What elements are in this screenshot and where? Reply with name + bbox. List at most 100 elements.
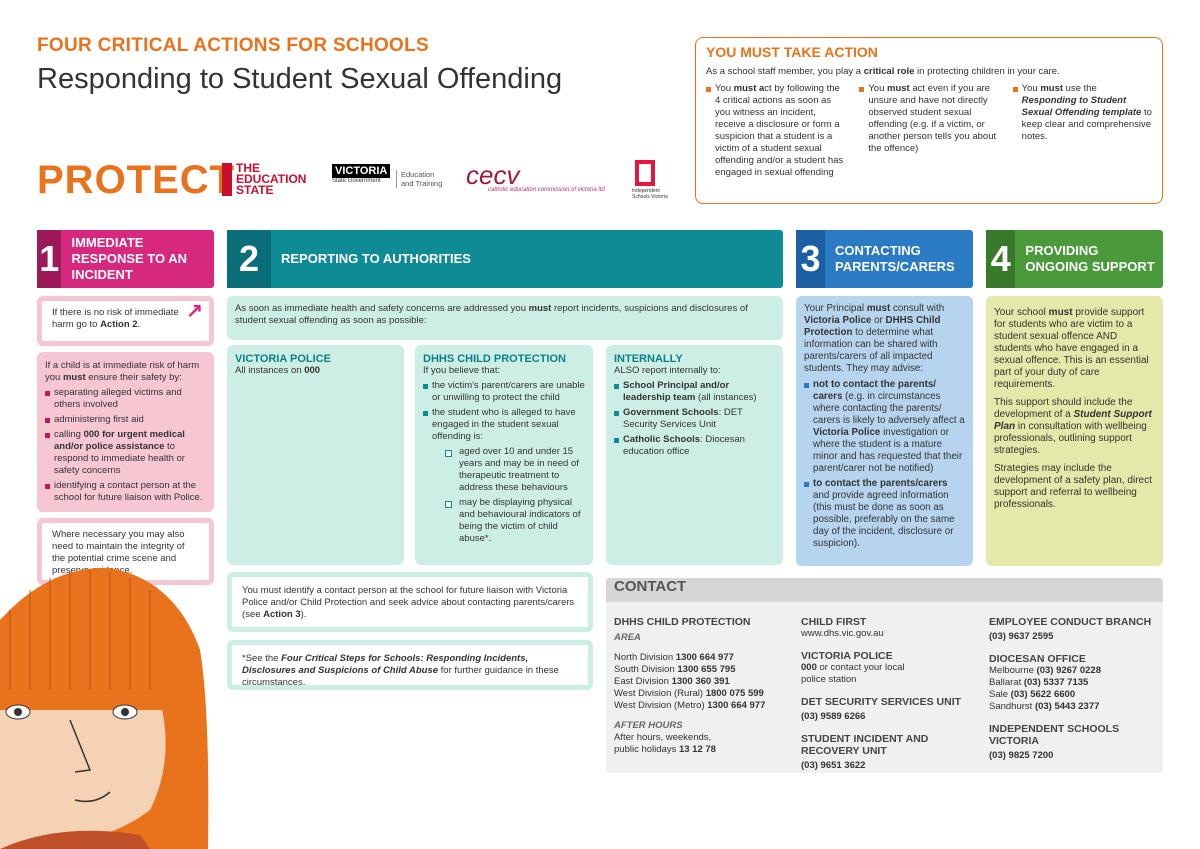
text-run: School Principal and/or leadership team — [623, 380, 730, 403]
text-run: 1300 655 795 — [677, 664, 736, 675]
police-contact-title: VICTORIA POLICE — [801, 650, 893, 662]
text-run: Your Principal — [804, 303, 867, 314]
internal-bullet: School Principal and/or leadership team … — [614, 380, 775, 404]
text-run: must — [528, 303, 552, 314]
isv-logo: Independent Schools Victoria — [632, 160, 672, 200]
s2-intro: As soon as immediate health and safety c… — [227, 296, 783, 340]
s2-note-contact-person: You must identify a contact person at th… — [227, 572, 593, 632]
text-run: (03) 9267 0228 — [1036, 665, 1101, 676]
text-run: to determine what information can be sha… — [804, 327, 938, 374]
text-run: 000 — [304, 365, 321, 376]
step-4-header: 4 PROVIDING ONGOING SUPPORT — [986, 230, 1163, 288]
text-run: Sandhurst — [989, 701, 1035, 712]
after-hours-text: After hours, weekends, public holidays 1… — [614, 732, 724, 756]
s1-note-go-to-action-2: If there is no risk of immediate harm go… — [37, 296, 214, 346]
s1-note-evidence: Where necessary you may also need to mai… — [37, 518, 214, 585]
s4-para: Strategies may include the development o… — [994, 463, 1155, 511]
isv-contact-title: INDEPENDENT SCHOOLS VICTORIA — [989, 723, 1120, 747]
text-run: and provide agreed information (this mus… — [813, 490, 955, 549]
diocesan-title: DIOCESAN OFFICE — [989, 653, 1086, 665]
siru-title: STUDENT INCIDENT AND RECOVERY UNIT — [801, 733, 929, 757]
text-run: Catholic Schools — [623, 434, 701, 445]
action-lead: As a school staff member, you play a cri… — [706, 66, 1152, 77]
s2-note-guidance: *See the Four Critical Steps for Schools… — [227, 640, 593, 690]
action-bullet: You must use the Responding to Student S… — [1012, 83, 1152, 179]
s4-para: This support should include the developm… — [994, 397, 1155, 457]
area-label: AREA — [614, 632, 641, 643]
text-run: must — [1048, 307, 1073, 318]
step-1-header: 1 IMMEDIATE RESPONSE TO AN INCIDENT — [37, 230, 214, 288]
text-run: You — [1021, 83, 1041, 94]
s2-dhhs-child-protection: DHHS CHILD PROTECTION If you believe tha… — [415, 345, 593, 565]
text-run: (03) 5337 7135 — [1023, 677, 1089, 688]
det-contact-title: DET SECURITY SERVICES UNIT — [801, 696, 962, 708]
victoria-logo: VICTORIA State Government — [332, 164, 390, 184]
dhhs-contact-title: DHHS CHILD PROTECTION — [614, 616, 751, 628]
child-first-title: CHILD FIRST — [801, 616, 867, 628]
s3-bullet: not to contact the parents/ carers (e.g.… — [804, 379, 965, 475]
text-run: West Division (Rural) — [614, 688, 706, 699]
education-state-logo: THE EDUCATION STATE — [222, 162, 317, 196]
text-run: in consultation with wellbeing professio… — [994, 421, 1147, 456]
step-number: 1 — [37, 230, 62, 288]
text-run: to keep clear and comprehensive notes. — [1021, 107, 1152, 142]
step-label: PROVIDING ONGOING SUPPORT — [1025, 243, 1155, 274]
siru-phone: (03) 9651 3622 — [801, 760, 866, 771]
action-title: YOU MUST TAKE ACTION — [706, 44, 878, 60]
text-run: ensure their safety by: — [85, 372, 182, 383]
text-run: Action 2 — [100, 319, 138, 330]
isv-mark-icon — [635, 160, 655, 186]
dhhs-sub-bullet: aged over 10 and under 15 years and may … — [445, 446, 585, 494]
victoria-sub: State Government — [332, 178, 381, 184]
text-run: report incidents, suspicions and disclos… — [235, 303, 748, 326]
text-run: provide support for students who are vic… — [994, 307, 1149, 390]
step-2-header: 2 REPORTING TO AUTHORITIES — [227, 230, 783, 288]
dhhs-title: DHHS CHILD PROTECTION — [423, 353, 566, 365]
contact-panel: CONTACT DHHS CHILD PROTECTION AREA North… — [606, 578, 1163, 773]
text-run: for further guidance in these circumstan… — [242, 665, 559, 688]
child-first-url[interactable]: www.dhs.vic.gov.au — [801, 628, 884, 639]
text-run: or — [871, 315, 886, 326]
text-run: If there is no risk of immediate harm go… — [52, 307, 179, 330]
text-run: Strategies may include the development o… — [994, 463, 1152, 510]
text-run: 1800 075 599 — [705, 688, 764, 699]
text-run: may be displaying physical and behaviour… — [459, 497, 581, 544]
step-number: 2 — [227, 230, 271, 288]
dhhs-bullet: the victim's parent/carers are unable or… — [423, 380, 585, 404]
internal-lead: ALSO report internally to: — [614, 365, 721, 376]
text-run: 1300 664 977 — [707, 700, 766, 711]
text-run: 000 — [801, 662, 817, 673]
text-run: calling — [54, 429, 84, 440]
division-row: South Division 1300 655 795 — [614, 664, 794, 676]
text-run: : DET Security Services Unit — [623, 407, 743, 430]
text-run: must — [62, 372, 86, 383]
text-run: . — [137, 319, 141, 330]
text-run: You — [715, 83, 734, 94]
division-row: North Division 1300 664 977 — [614, 652, 794, 664]
text-run: South Division — [614, 664, 678, 675]
step-3-header: 3 CONTACTING PARENTS/CARERS — [796, 230, 973, 288]
protect-logo: PROTECT — [37, 158, 236, 202]
det-label: Education and Training — [396, 170, 446, 188]
text-run: After hours, weekends, public holidays — [614, 732, 712, 755]
text-run: must — [887, 83, 910, 94]
s2-note1-text: You must identify a contact person at th… — [232, 577, 588, 627]
cecv-wordmark: cecv — [466, 160, 520, 190]
police-contact-text: 000 or contact your local police station — [801, 662, 921, 686]
s1-bullet: administering first aid — [45, 414, 206, 426]
text-run: (e.g. in circumstances where contacting … — [813, 391, 965, 426]
text-run: must — [1040, 83, 1064, 94]
diocese-row: Sale (03) 5622 6600 — [989, 689, 1161, 701]
step-label: IMMEDIATE RESPONSE TO AN INCIDENT — [71, 235, 188, 282]
text-run: North Division — [614, 652, 676, 663]
text-run: 000 for urgent medical and/or police ass… — [54, 429, 185, 452]
diocese-row: Ballarat (03) 5337 7135 — [989, 677, 1161, 689]
text-run: Four Critical Steps for Schools: Respond… — [242, 653, 529, 676]
s2-note2-text: *See the Four Critical Steps for Schools… — [232, 645, 588, 688]
text-run: must a — [733, 83, 765, 94]
text-run: Action 3 — [263, 609, 301, 620]
text-run: to respond to immediate health or safety… — [54, 441, 185, 476]
action-bullet: You must act by following the 4 critical… — [706, 83, 845, 179]
text-run: aged over 10 and under 15 years and may … — [459, 446, 579, 493]
step-label: REPORTING TO AUTHORITIES — [281, 251, 471, 266]
